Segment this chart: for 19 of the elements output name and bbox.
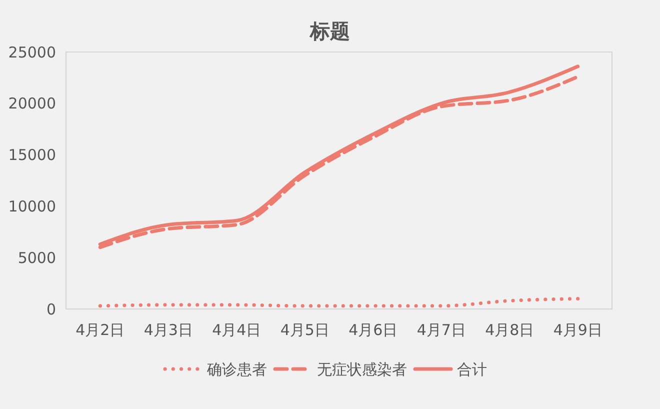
x-tick-label: 4月5日: [280, 321, 330, 339]
x-tick-label: 4月7日: [416, 321, 466, 339]
y-tick-label: 20000: [8, 94, 56, 113]
legend-label: 无症状感染者: [317, 360, 407, 378]
y-tick-label: 0: [46, 300, 56, 318]
legend-label: 确诊患者: [206, 360, 267, 378]
y-tick-label: 25000: [8, 43, 56, 62]
x-tick-label: 4月4日: [212, 321, 262, 339]
x-tick-label: 4月9日: [553, 321, 602, 339]
y-tick-label: 10000: [8, 197, 56, 216]
legend-label: 合计: [457, 360, 487, 378]
x-tick-label: 4月6日: [348, 321, 398, 339]
x-tick-label: 4月8日: [485, 321, 534, 339]
x-tick-label: 4月3日: [144, 321, 193, 339]
line-series: [98, 296, 580, 308]
chart-title: 标题: [309, 19, 350, 43]
y-tick-label: 15000: [8, 146, 56, 164]
y-tick-label: 5000: [18, 248, 56, 267]
x-tick-label: 4月2日: [76, 321, 125, 339]
